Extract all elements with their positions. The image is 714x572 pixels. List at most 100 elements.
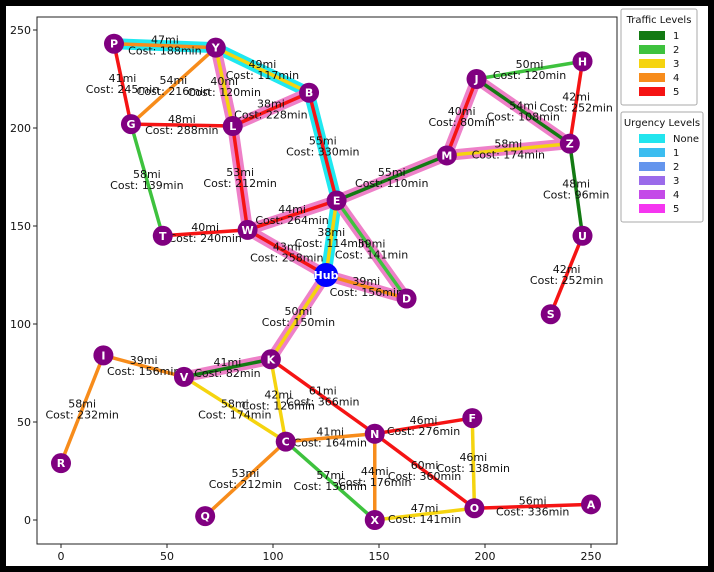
edge-cost-label: Cost: 82min [194, 367, 260, 380]
edge-distance-label: 53mi [232, 467, 260, 480]
edge-G-T [129, 123, 165, 237]
y-tick-label: 100 [10, 318, 31, 331]
edge-E-D [335, 199, 408, 300]
edge-cost-label: Cost: 136min [294, 480, 367, 493]
edge-W-E [247, 198, 338, 232]
edge-distance-label: 44mi [361, 465, 389, 478]
edge-distance-label: 47mi [411, 502, 439, 515]
edge-distance-label: 58mi [494, 138, 522, 151]
y-tick-label: 150 [10, 220, 31, 233]
node-V [173, 366, 194, 387]
edge-cost-label: Cost: 150min [262, 316, 335, 329]
edge-distance-label: 49mi [249, 58, 277, 71]
edge-cost-label: Cost: 174min [198, 408, 271, 421]
y-tick-label: 250 [10, 24, 31, 37]
edge-Z-U [568, 143, 585, 237]
edge-K-C [269, 358, 288, 442]
edge-distance-label: 40mi [448, 105, 476, 118]
node-D [396, 288, 417, 309]
edge-distance-label: 54mi [159, 74, 187, 87]
edge-distance-label: 58mi [68, 397, 96, 410]
legend-swatch [639, 176, 665, 185]
node-U [572, 225, 593, 246]
legend-swatch [639, 190, 665, 199]
y-tick-label: 0 [24, 514, 31, 527]
edge-distance-label: 50mi [516, 58, 544, 71]
node-W [237, 219, 258, 240]
edge-cost-label: Cost: 188min [128, 45, 201, 58]
node-label: C [282, 436, 290, 449]
edge-cost-label: Cost: 252min [539, 102, 612, 115]
legend-item-label: 3 [673, 59, 679, 70]
node-label: V [180, 371, 189, 384]
edge-distance-label: 41mi [109, 72, 137, 85]
node-L [222, 116, 243, 137]
edge-cost-label: Cost: 164min [294, 437, 367, 450]
edge-U-S [549, 235, 585, 315]
node-label: U [578, 230, 587, 243]
edge-J-Z [475, 77, 571, 146]
edge-I-V [102, 353, 185, 379]
edge-distance-label: 55mi [309, 135, 337, 148]
node-label: D [402, 293, 411, 306]
legend-swatch [639, 134, 665, 143]
edge-X-O [374, 506, 475, 522]
edge-E-M [335, 153, 448, 203]
edge-distance-label: 57mi [316, 469, 344, 482]
legend-title: Traffic Levels [626, 15, 692, 26]
edge-cost-label: Cost: 110min [355, 177, 428, 190]
node-X [364, 510, 385, 530]
node-label: H [578, 55, 587, 68]
node-K [260, 349, 281, 370]
edge-cost-label: Cost: 176min [338, 476, 411, 489]
edge-distance-label: 39mi [352, 275, 380, 288]
edge-L-B [232, 91, 310, 128]
node-Z [559, 133, 580, 154]
node-H [572, 51, 593, 72]
node-F [462, 408, 483, 429]
node-label: A [587, 498, 596, 511]
edge-distance-label: 61mi [309, 385, 337, 398]
legend-item-label: 2 [673, 45, 679, 56]
x-tick-label: 0 [58, 550, 65, 563]
legend-item-label: 5 [673, 204, 679, 215]
legend-item-label: 1 [673, 148, 679, 159]
edge-cost-label: Cost: 126min [242, 399, 315, 412]
node-N [364, 423, 385, 444]
edge-G-Y [129, 46, 217, 126]
edge-cost-label: Cost: 258min [250, 251, 323, 264]
edge-distance-label: 38mi [257, 97, 285, 110]
node-label: G [126, 118, 135, 131]
legend-swatch [639, 162, 665, 171]
node-E [326, 190, 347, 211]
node-O [464, 498, 485, 519]
edge-distance-label: 54mi [509, 99, 537, 112]
edge-cost-label: Cost: 212min [203, 177, 276, 190]
edge-N-O [373, 432, 476, 510]
edge-K-N [269, 357, 376, 436]
node-label: S [547, 308, 555, 321]
legend-urgency-levels: Urgency Levels None 1 2 3 4 5 [620, 111, 704, 223]
node-T [152, 225, 173, 246]
edge-V-C [183, 375, 287, 444]
edge-cost-label: Cost: 232min [45, 408, 118, 421]
legend-swatch [639, 31, 665, 40]
edge-distance-label: 43mi [273, 240, 301, 253]
legend-item-label: 4 [673, 190, 679, 201]
edge-distance-label: 40mi [191, 221, 219, 234]
edge-distance-label: 41mi [214, 356, 242, 369]
nodes: Hub P Y B G L E T W D J H M Z U S K I V R F N C Q X O A [51, 33, 601, 530]
edge-cost-label: Cost: 252min [530, 274, 603, 287]
legend-item-label: 5 [673, 87, 679, 98]
node-I [93, 345, 114, 366]
legend-swatch [639, 73, 665, 82]
edge-distance-label: 58mi [221, 397, 249, 410]
node-label: E [333, 195, 341, 208]
node-S [540, 304, 561, 325]
edge-P-G [112, 43, 133, 125]
edge-distance-label: 42mi [562, 91, 590, 104]
node-A [581, 494, 601, 515]
